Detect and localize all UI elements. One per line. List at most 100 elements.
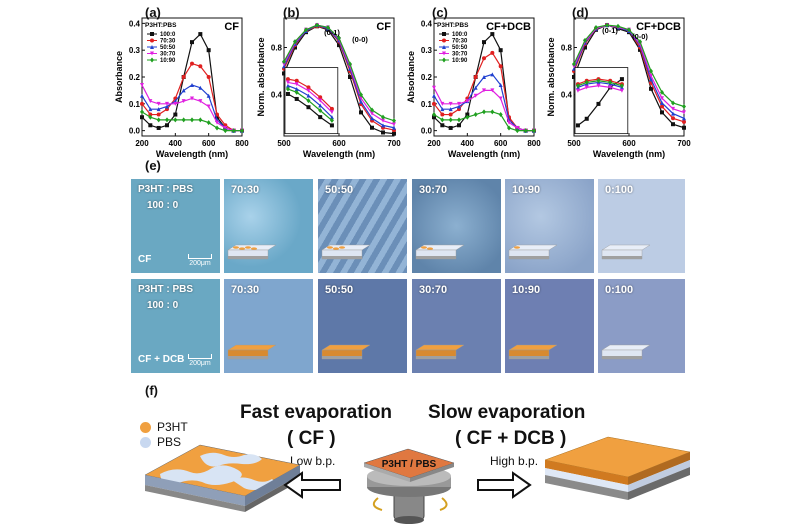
p3ht-domain (339, 246, 345, 249)
data-point (482, 75, 486, 79)
data-point (682, 104, 686, 109)
legend-entry: 50:50 (452, 45, 468, 51)
data-point (498, 96, 503, 101)
vibronic-00-label: (0-0) (632, 32, 648, 41)
data-point (572, 61, 576, 67)
data-point (206, 104, 211, 109)
data-point (392, 131, 396, 136)
data-point (682, 125, 686, 130)
data-point (293, 45, 297, 50)
data-point (490, 109, 495, 115)
film-icon-dcb (321, 344, 371, 360)
data-point (285, 80, 290, 85)
p3ht-domain (514, 246, 520, 249)
data-point (304, 27, 308, 33)
ratio-label: 70:30 (231, 184, 260, 196)
data-point (348, 61, 352, 67)
data-point (150, 32, 154, 36)
panel-tag: CF (224, 21, 239, 33)
panel-f-label: (f) (145, 383, 158, 398)
legend-title: P3HT:PBS (145, 22, 177, 29)
panel-tag: CF (376, 21, 391, 33)
data-point (150, 57, 154, 63)
data-point (482, 56, 486, 61)
data-point (148, 107, 153, 112)
data-point (465, 112, 470, 117)
data-point (532, 128, 536, 134)
vibronic-01-label: (0-1) (602, 26, 618, 35)
data-point (660, 100, 664, 105)
data-point (498, 48, 503, 53)
data-point (392, 125, 396, 130)
x-tick-label: 800 (235, 139, 249, 148)
data-point (442, 57, 446, 63)
film-icon-dcb (601, 344, 651, 360)
data-point (682, 119, 686, 124)
data-point (198, 64, 203, 69)
x-tick-label: 200 (135, 139, 149, 148)
data-point (359, 92, 363, 98)
data-point (575, 123, 580, 128)
data-point (198, 85, 203, 90)
chart-panel-a: 200 400 600 800 0.0 0.1 0.2 0.3 0.4 Wavelength (n… (114, 17, 249, 159)
data-point (140, 83, 144, 88)
data-point (660, 104, 664, 109)
data-point (442, 51, 446, 56)
pbs-legend-icon (140, 437, 151, 448)
data-point (482, 109, 486, 115)
data-point (660, 89, 664, 95)
data-point (490, 88, 495, 93)
data-point (329, 106, 334, 111)
data-point (198, 117, 203, 123)
data-point (329, 117, 334, 123)
data-point (392, 118, 396, 124)
substrate-label: P3HT / PBS (382, 459, 437, 470)
data-point (490, 32, 495, 37)
data-point (584, 79, 589, 85)
ratio-label: 10:90 (512, 284, 541, 296)
p3ht-legend-icon (140, 422, 151, 433)
data-point (181, 99, 186, 104)
data-point (140, 115, 144, 120)
data-point (498, 112, 503, 118)
data-point (370, 111, 374, 116)
condition-label: CF + DCB (138, 354, 185, 365)
data-point (329, 110, 334, 115)
data-point (306, 85, 311, 90)
series-10-90 (432, 109, 536, 134)
x-axis-label: Wavelength (nm) (593, 149, 665, 159)
data-point (318, 98, 323, 103)
data-point (293, 39, 297, 45)
data-point (190, 61, 194, 66)
legend-title: P3HT:PBS (437, 22, 469, 29)
data-point (370, 125, 374, 130)
fast-evaporation-title: Fast evaporation (240, 402, 393, 423)
film-icon-cf (321, 244, 371, 260)
data-point (140, 101, 144, 106)
legend-entry: 100:0 (160, 32, 176, 38)
data-point (318, 95, 323, 100)
data-point (156, 101, 161, 106)
data-point (215, 115, 219, 120)
legend-entry: 10:90 (452, 58, 468, 64)
p3ht-domain (233, 246, 239, 249)
data-point (448, 117, 453, 123)
chart-panel-d: 500 600 700 0.4 0.8 Wavelength (nm) Norm. abso… (546, 17, 691, 159)
data-point (619, 88, 624, 93)
ratio-label: 10:90 (512, 184, 541, 196)
data-point (608, 79, 613, 85)
ratio-label: 70:30 (231, 284, 260, 296)
x-tick-label: 600 (622, 139, 636, 148)
data-point (150, 51, 154, 56)
y-axis-label: Absorbance (406, 51, 416, 103)
film-substrate (228, 256, 268, 259)
data-point (671, 106, 675, 111)
data-point (337, 35, 341, 41)
data-point (498, 64, 503, 69)
data-point (337, 43, 341, 48)
x-tick-label: 400 (461, 139, 475, 148)
data-point (660, 96, 664, 101)
data-point (318, 103, 323, 108)
